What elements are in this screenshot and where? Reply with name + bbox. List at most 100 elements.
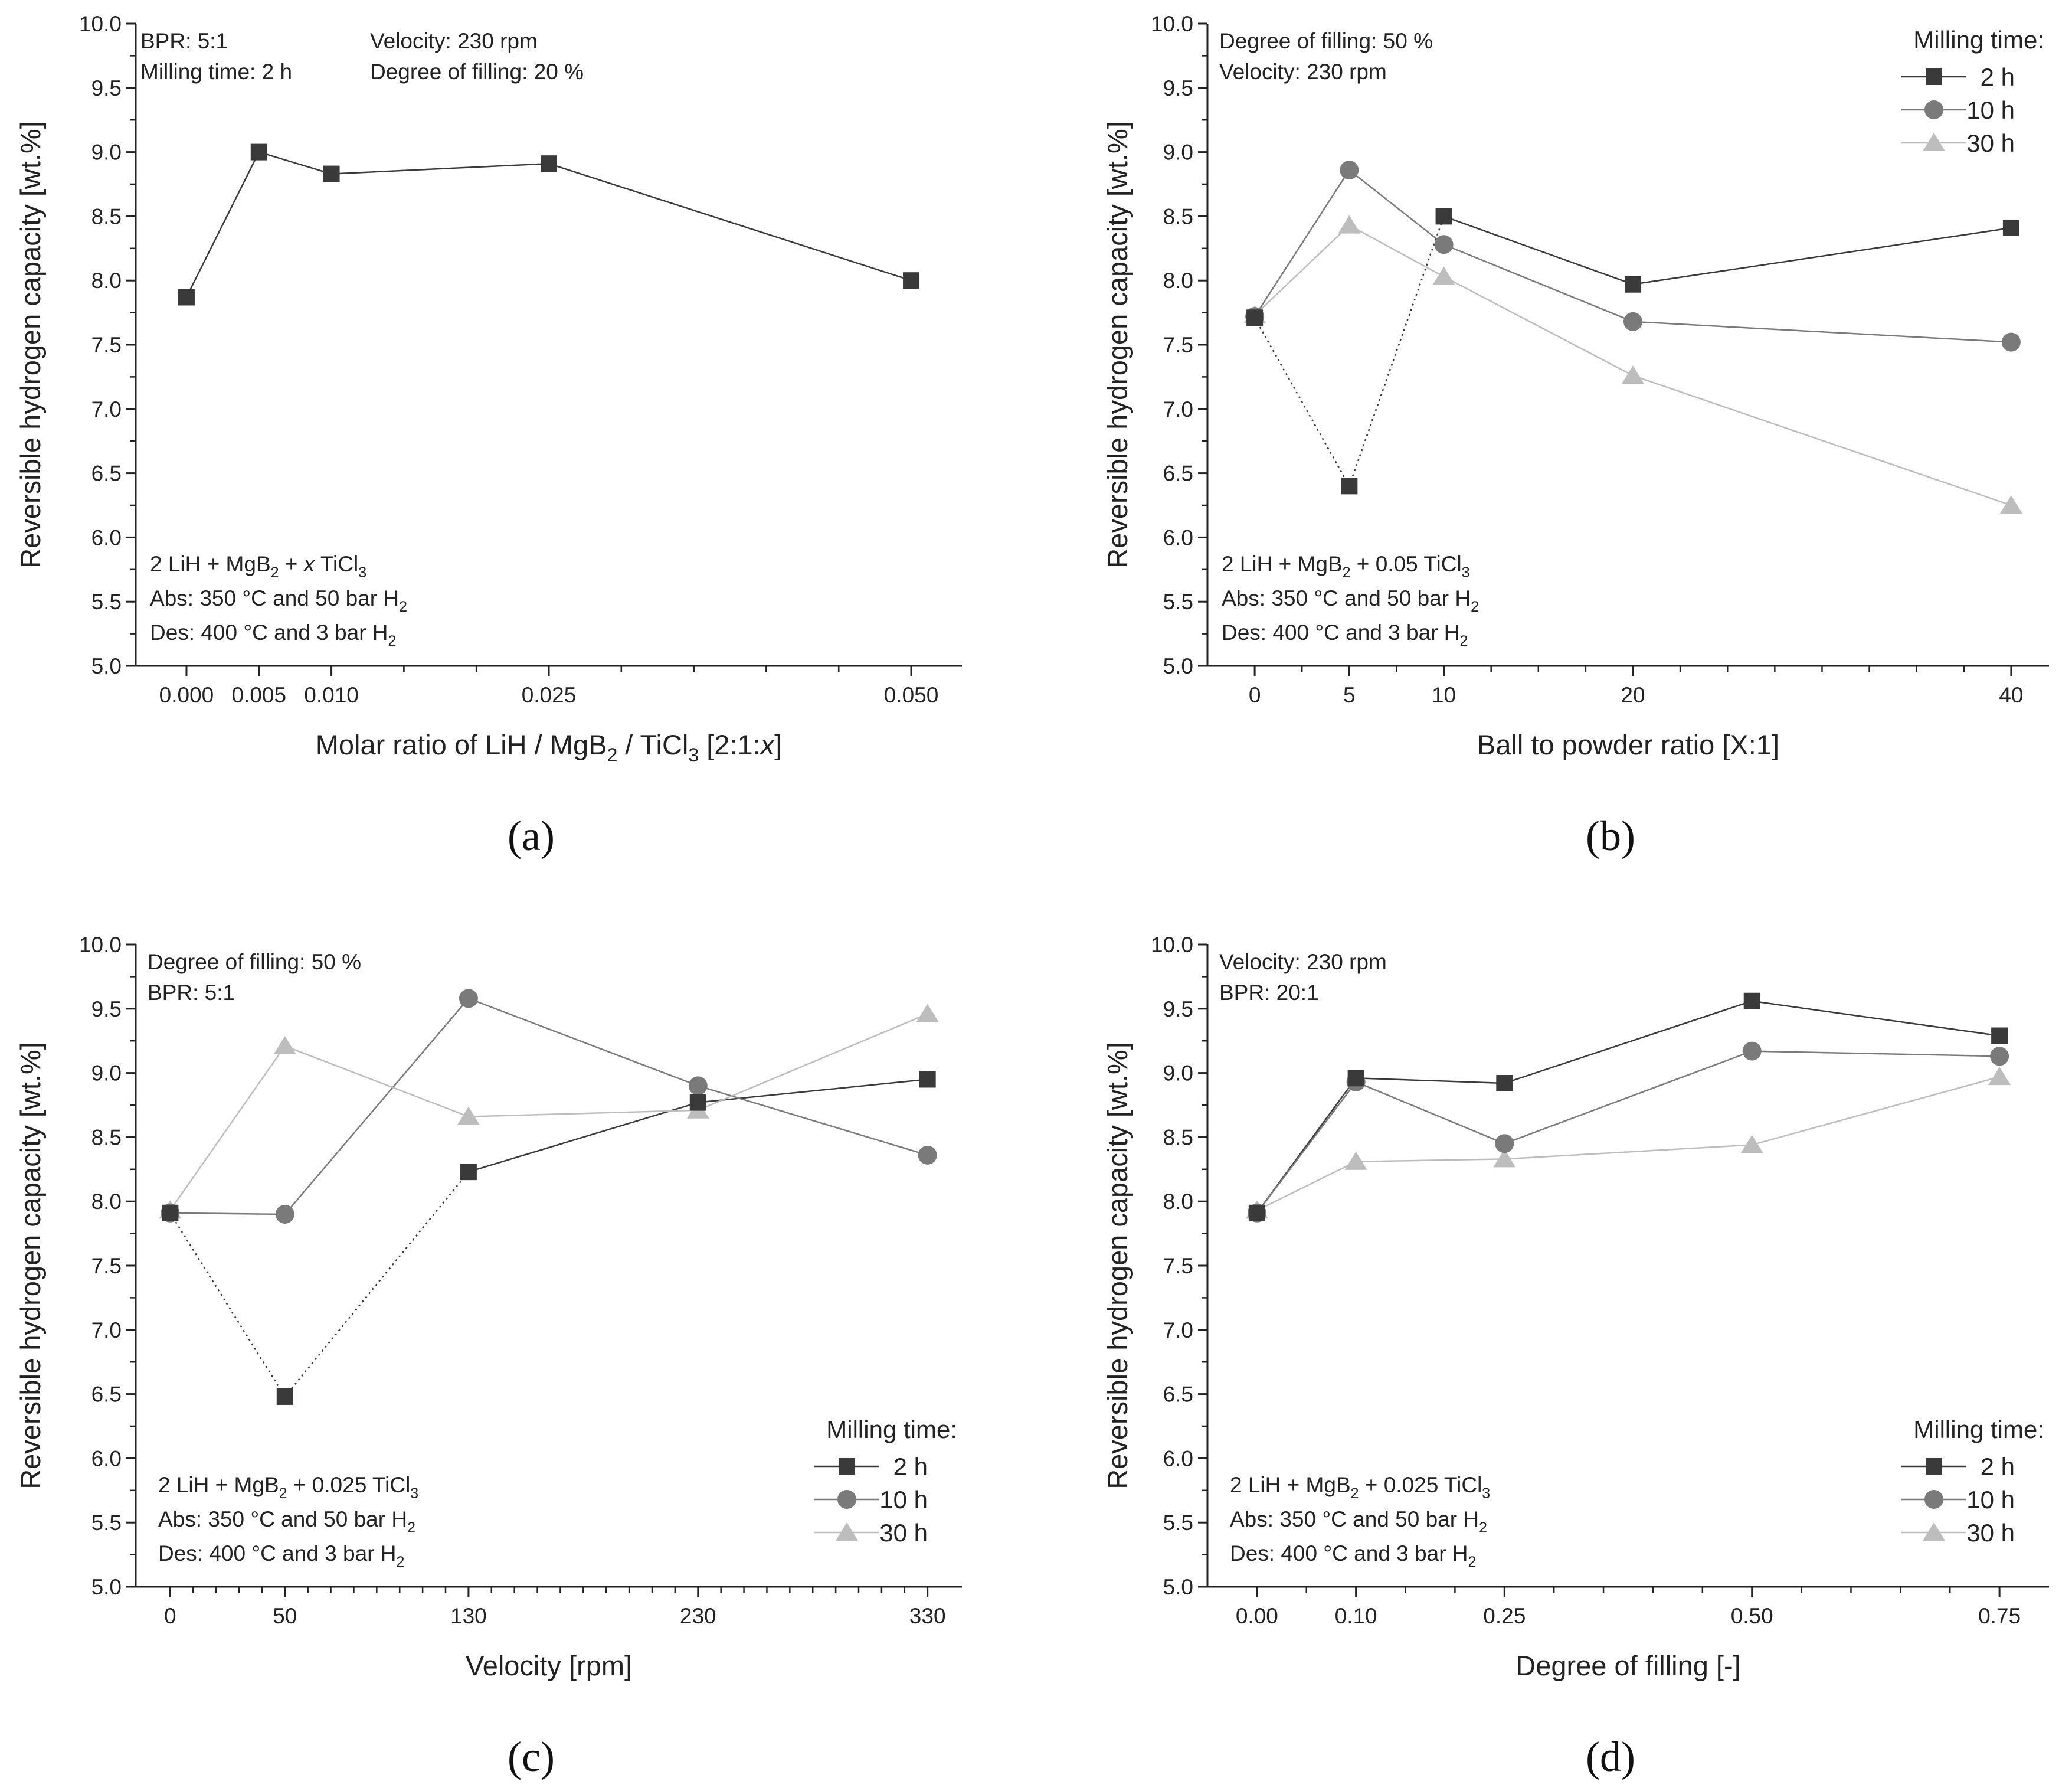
x-axis-label: Degree of filling [-]	[1515, 1650, 1740, 1681]
y-tick-label: 7.0	[91, 397, 122, 421]
y-tick-label: 9.5	[91, 76, 122, 100]
series-2h-segment	[1356, 1077, 1505, 1084]
data-point-2h	[1248, 1204, 1265, 1221]
y-tick-label: 8.0	[1163, 1189, 1193, 1214]
annotation-bottom-part: +	[279, 552, 304, 576]
x-axis-label: Velocity [rpm]	[466, 1650, 632, 1681]
series-2h-segment	[1504, 1000, 1753, 1084]
y-tick-label: 6.0	[1163, 525, 1193, 550]
x-axis-label-part: Degree of filling [-]	[1515, 1650, 1740, 1681]
series-2h-segment	[1752, 1000, 2000, 1037]
x-tick-label: 10	[1432, 683, 1456, 707]
annotation-bottom-part: Des: 400 °C and 3 bar H	[158, 1541, 397, 1566]
chart-panel-c: 5.0 5.5 6.0 6.5 7.0 7.5 8.0 8.5 9.0 9.5 10.0 0 50 130…	[15, 933, 962, 1780]
series-2h-segment	[1254, 317, 1350, 486]
data-point-10h	[1340, 161, 1359, 180]
x-axis-label-part: ]	[774, 729, 782, 760]
y-axis-label: Reversible hydrogen capacity [wt.%]	[15, 121, 46, 568]
y-tick-label: 8.5	[91, 1125, 122, 1149]
series-10h-segment	[284, 998, 469, 1215]
x-tick-label: 230	[680, 1604, 716, 1628]
x-tick-label: 20	[1621, 683, 1645, 707]
series-30h-segment	[1443, 276, 1634, 377]
x-axis-label-part: 2	[607, 744, 617, 766]
series-10h-segment	[1504, 1050, 1753, 1145]
x-tick-label: 0.005	[231, 683, 286, 707]
chart-panel-b: 5.0 5.5 6.0 6.5 7.0 7.5 8.0 8.5 9.0 9.5 10.0 0 5 10 20…	[1102, 12, 2049, 859]
annotation-top: BPR: 20:1	[1219, 981, 1319, 1005]
series-10h-segment	[698, 1085, 928, 1156]
y-tick-label: 9.0	[91, 140, 122, 165]
y-axis-label: Reversible hydrogen capacity [wt.%]	[15, 1042, 46, 1489]
annotation-top-part: BPR: 5:1	[148, 981, 235, 1005]
annotation-bottom-part: 2	[1343, 564, 1351, 581]
legend-marker	[1926, 1458, 1942, 1475]
series-30h-segment	[1254, 224, 1350, 316]
annotation-top: Degree of filling: 50 %	[148, 950, 361, 974]
series-30h-segment	[1356, 1158, 1505, 1162]
y-axis-label: Reversible hydrogen capacity [wt.%]	[1102, 1042, 1133, 1489]
y-tick-label: 7.0	[1163, 397, 1193, 421]
annotation-bottom-part: x	[303, 552, 316, 576]
x-tick-label: 0.010	[304, 683, 359, 707]
series-2h-segment	[185, 152, 260, 298]
data-point-2h	[1625, 276, 1642, 293]
data-point-2h	[276, 1388, 293, 1405]
y-tick-label: 7.5	[91, 1254, 122, 1278]
panel-label: (a)	[508, 812, 555, 859]
series-2h-segment	[468, 1102, 699, 1173]
annotation-bottom-part: 2	[399, 599, 407, 615]
data-point-30h	[1338, 215, 1361, 234]
data-point-2h	[1435, 208, 1452, 225]
annotation-bottom-part: 2	[1468, 1554, 1477, 1570]
annotation-bottom-part: + 0.025 TiCl	[287, 1473, 411, 1497]
annotation-bottom-part: 2 LiH + MgB	[158, 1473, 279, 1497]
annotation-top: Degree of filling: 50 %	[1219, 29, 1433, 53]
x-tick-label: 0.50	[1731, 1604, 1773, 1628]
data-point-30h	[1622, 365, 1645, 384]
series-2h-segment	[548, 162, 912, 282]
data-point-30h	[916, 1004, 939, 1022]
annotation-bottom-part: 2	[271, 564, 279, 581]
data-point-2h	[1496, 1075, 1513, 1092]
data-point-10h	[918, 1145, 937, 1165]
x-tick-label: 0.10	[1335, 1604, 1377, 1628]
legend-entry-label: 2 h	[893, 1453, 928, 1480]
annotation-bottom-part: Abs: 350 °C and 50 bar H	[158, 1507, 407, 1531]
legend-entry-label: 2 h	[1981, 63, 2015, 91]
annotation-bottom-part: 2	[1460, 633, 1468, 649]
y-tick-label: 9.0	[1163, 140, 1193, 165]
data-point-10h	[2001, 332, 2021, 352]
y-tick-label: 8.0	[1163, 269, 1193, 293]
annotation-bottom: Des: 400 °C and 3 bar H2	[158, 1541, 404, 1570]
x-axis-label-part: / TiCl	[617, 729, 688, 760]
data-point-2h	[541, 155, 557, 172]
data-point-10h	[688, 1076, 708, 1096]
y-tick-label: 6.5	[1163, 462, 1193, 486]
legend-marker	[1924, 1490, 1943, 1509]
annotation-bottom: Abs: 350 °C and 50 bar H2	[158, 1507, 415, 1536]
y-tick-label: 9.5	[1163, 76, 1193, 100]
legend-entry-label: 2 h	[1981, 1453, 2015, 1480]
series-2h-segment	[1443, 215, 1634, 285]
annotation-top-part: BPR: 5:1	[140, 29, 228, 53]
panel-label: (c)	[508, 1733, 555, 1780]
annotation-bottom-part: 2	[397, 1554, 405, 1570]
x-tick-label: 0	[1249, 683, 1261, 707]
annotation-top-part: Velocity: 230 rpm	[1219, 950, 1387, 974]
data-point-10h	[459, 989, 478, 1008]
x-tick-label: 130	[450, 1604, 487, 1628]
y-tick-label: 10.0	[79, 933, 122, 957]
y-tick-label: 8.5	[91, 204, 122, 228]
annotation-bottom-part: 3	[1482, 1485, 1490, 1502]
data-point-2h	[2002, 219, 2019, 236]
annotation-bottom-part: 2 LiH + MgB	[150, 552, 271, 576]
annotation-bottom: Des: 400 °C and 3 bar H2	[150, 620, 396, 649]
data-point-2h	[903, 272, 920, 289]
series-10h-segment	[1348, 169, 1445, 246]
annotation-top: Velocity: 230 rpm	[1219, 60, 1387, 84]
x-axis-label-part: x	[760, 729, 775, 760]
annotation-top-part: Velocity: 230 rpm	[370, 29, 538, 53]
y-tick-label: 9.5	[1163, 997, 1193, 1021]
legend-marker	[1923, 133, 1945, 151]
